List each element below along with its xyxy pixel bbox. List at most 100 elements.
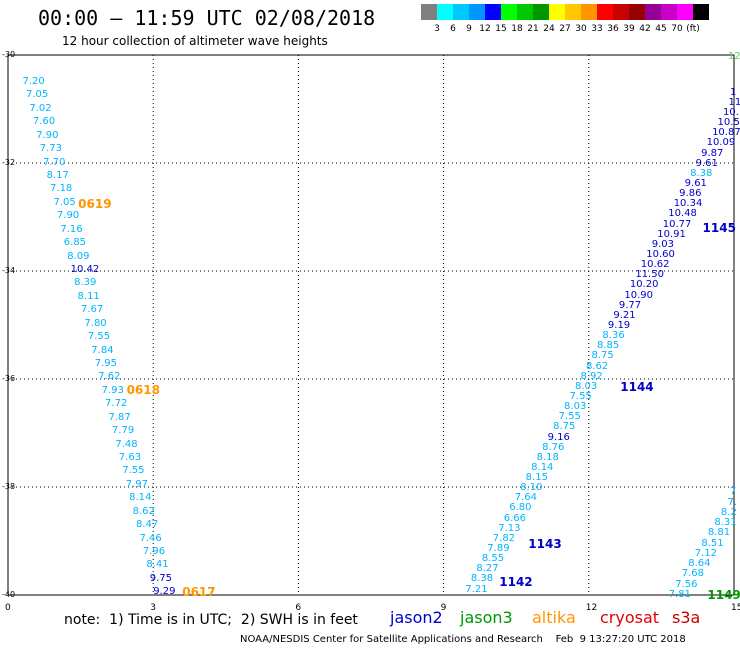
wave-height-value: 10.87 [712, 127, 740, 139]
scale-label: 30 [575, 24, 587, 34]
scale-label: 21 [527, 24, 539, 34]
wave-height-value: 7.73 [39, 143, 62, 155]
wave-height-value: 7.90 [56, 210, 80, 222]
wave-height-value: 7.05 [25, 89, 49, 101]
wave-height-value: 7.81 [668, 589, 691, 600]
scale-swatch [533, 4, 549, 20]
wave-height-value: 7.16 [60, 223, 83, 235]
wave-height-value: 7.84 [91, 344, 114, 356]
scale-label: 18 [511, 24, 523, 34]
wave-height-value: 8.17 [46, 170, 69, 181]
wave-height-value: 7.55 [87, 331, 111, 343]
wave-height-value: 7.90 [36, 129, 59, 141]
wave-height-value: 8.47 [136, 519, 159, 531]
wave-height-value: 7.05 [53, 196, 76, 208]
wave-height-value: 11.50 [635, 269, 664, 281]
scale-label: (ft) [686, 24, 700, 34]
scale-label: 33 [591, 24, 603, 34]
wave-height-value: 8.85 [596, 340, 620, 352]
map-subtitle: 12 hour collection of altimeter wave hei… [62, 34, 328, 48]
scale-swatch [693, 4, 709, 20]
x-tick-label: 3 [150, 603, 156, 613]
wave-height-value: 7.55 [122, 465, 145, 477]
wave-height-value: 7.12 [694, 547, 718, 559]
scale-label: 27 [559, 24, 571, 34]
y-tick-label: -36 [2, 374, 16, 383]
wave-height-value: 7.02 [29, 102, 52, 114]
wave-height-value: 7.89 [487, 543, 510, 555]
wave-height-value: 7.56 [675, 578, 698, 590]
wave-height-value: 9.86 [679, 188, 702, 200]
wave-height-value: 10.77 [662, 218, 692, 230]
scale-swatch [677, 4, 693, 20]
wave-height-value: 8.2 [720, 506, 737, 518]
wave-height-value: 8.81 [707, 527, 731, 539]
wave-height-value: 7.55 [569, 390, 592, 402]
wave-height-value: 6.66 [503, 512, 527, 524]
satellite-jason2: jason2 [390, 608, 443, 627]
scale-swatch [549, 4, 565, 20]
wave-height-value: 8.18 [536, 451, 559, 463]
wave-height-value: 7.63 [118, 452, 142, 463]
wave-height-value: 10.62 [640, 259, 670, 271]
scale-label: 39 [623, 24, 635, 34]
wave-height-value: 7.70 [43, 156, 66, 168]
scale-swatch [437, 4, 453, 20]
scale-label: 15 [495, 24, 507, 34]
wave-height-value: 7.60 [32, 116, 56, 128]
wave-height-value: 8.41 [146, 559, 169, 571]
wave-height-value: 9.03 [651, 238, 675, 250]
pass-label: 1149 [707, 588, 740, 602]
wave-height-value: 8.14 [129, 492, 152, 504]
wave-height-value: 7.21 [465, 583, 488, 595]
scale-swatch [645, 4, 661, 20]
scale-label: 12 [479, 24, 491, 34]
wave-height-value: 7. [727, 496, 737, 508]
map-title: 00:00 – 11:59 UTC 02/08/2018 [38, 6, 376, 30]
wave-height-value: 8.38 [690, 167, 713, 179]
scale-swatch [485, 4, 501, 20]
wave-height-value: 8.15 [525, 472, 548, 484]
wave-height-value: 9.21 [613, 309, 636, 321]
wave-height-value: 8.76 [542, 441, 565, 453]
wave-height-value: 8.62 [132, 505, 155, 517]
wave-height-value: 7.18 [50, 183, 73, 195]
wave-height-value: 8.39 [74, 277, 97, 289]
y-tick-label: -40 [2, 590, 16, 599]
wave-height-value: 7.97 [125, 478, 148, 490]
scale-label: 45 [655, 24, 667, 34]
scale-swatch [597, 4, 613, 20]
x-tick-label: 9 [440, 603, 447, 613]
wave-height-value: 1 [730, 86, 737, 98]
scale-swatch [565, 4, 581, 20]
wave-height-value: 7.46 [139, 532, 162, 544]
scale-swatch [581, 4, 597, 20]
scale-label: 9 [466, 24, 472, 34]
scale-swatch [629, 4, 645, 20]
wave-height-value: 7.87 [108, 411, 131, 423]
pass-label: 0619 [78, 196, 112, 211]
scale-swatch [453, 4, 469, 20]
scale-swatch [421, 4, 437, 20]
wave-height-value: 11 [728, 96, 740, 108]
wave-height-value: 7.68 [681, 568, 704, 580]
x-tick-label: 12 [585, 603, 598, 613]
scale-swatch [501, 4, 517, 20]
wave-height-value: 9.61 [695, 157, 718, 169]
satellite-cryosat: cryosat [600, 608, 660, 627]
wave-height-value: 8.55 [481, 553, 505, 565]
satellite-jason3: jason3 [460, 608, 513, 627]
wave-height-value: 9.61 [684, 178, 707, 190]
wave-height-value: 8.31 [714, 517, 737, 529]
wave-height-value: 7.82 [492, 532, 516, 544]
wave-height-value: 10.91 [657, 228, 686, 240]
scale-label: 36 [607, 24, 619, 34]
pass-label: 1143 [528, 536, 562, 551]
wave-height-value: 8.27 [476, 563, 499, 575]
pass-label: 0617 [182, 585, 216, 600]
wave-height-value: 7.13 [498, 522, 521, 534]
wave-height-value: 7.79 [111, 425, 135, 437]
wave-height-value: 6.85 [63, 237, 87, 249]
pass-label: 1144 [620, 380, 654, 395]
plot-frame [7, 54, 735, 596]
